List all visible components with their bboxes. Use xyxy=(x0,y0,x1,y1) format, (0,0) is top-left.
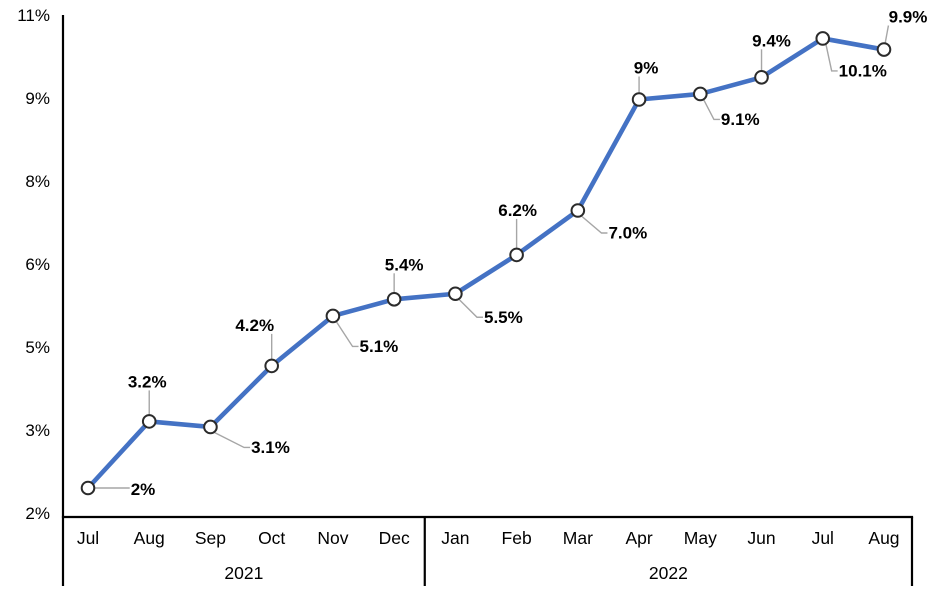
data-point-marker xyxy=(815,31,831,46)
data-point-label: 6.2% xyxy=(498,201,537,220)
data-label-layer: 2% 3.2% 3.1% 4.2% 5.1% 5.4% 5.5% 6.2% 7.0% 9% 9.1%… xyxy=(128,8,928,499)
label-leader-line xyxy=(702,98,720,121)
y-axis-tick-label: 2% xyxy=(25,504,50,523)
data-point-marker xyxy=(264,358,279,374)
x-axis-month-label: Dec xyxy=(379,528,410,548)
data-point-label: 9.9% xyxy=(889,8,928,27)
label-leader-line xyxy=(884,25,890,45)
data-point-marker xyxy=(80,480,96,496)
data-point-label: 5.4% xyxy=(385,255,424,274)
data-point-label: 3.1% xyxy=(251,438,290,457)
data-point-marker xyxy=(570,203,586,218)
label-leader-line xyxy=(825,43,838,72)
x-axis-month-label: Nov xyxy=(317,528,348,548)
x-axis-month-label: Mar xyxy=(563,528,593,548)
data-point-marker xyxy=(876,42,892,57)
data-point-label: 4.2% xyxy=(235,316,274,335)
x-axis-month-label: Feb xyxy=(502,528,532,548)
x-axis-month-label: Aug xyxy=(868,528,899,548)
axis-layer: 11% 9% 8% 6% 5% 3% 2% Jul Aug Sep Oct Nov Dec Jan Feb M… xyxy=(17,6,914,586)
series-line xyxy=(85,36,887,491)
data-point-label: 10.1% xyxy=(839,61,887,80)
data-point-marker xyxy=(693,86,708,102)
x-axis-month-label: Jan xyxy=(441,528,469,548)
data-point-label: 2% xyxy=(131,480,156,499)
data-point-label: 5.5% xyxy=(484,308,523,327)
data-point-label: 7.0% xyxy=(608,224,647,243)
data-point-marker xyxy=(203,419,218,435)
x-axis-month-label: Sep xyxy=(195,528,226,548)
x-axis-year-label: 2021 xyxy=(224,563,263,583)
data-point-marker xyxy=(448,286,463,302)
x-axis-month-label: Jul xyxy=(77,528,99,548)
data-point-marker xyxy=(325,308,341,324)
series-layer xyxy=(85,36,887,491)
data-point-label: 3.2% xyxy=(128,372,167,391)
marker-layer xyxy=(80,31,892,496)
y-axis-tick-label: 3% xyxy=(25,421,50,440)
label-leader-line xyxy=(457,298,484,318)
data-point-label: 9.4% xyxy=(752,31,791,50)
x-axis-month-label: Aug xyxy=(134,528,165,548)
label-leader-line xyxy=(213,431,251,449)
x-axis-month-label: Jun xyxy=(747,528,775,548)
y-axis-tick-label: 5% xyxy=(25,338,50,357)
y-axis-tick-label: 6% xyxy=(25,255,50,274)
data-point-marker xyxy=(631,92,647,107)
label-leader-line xyxy=(580,214,608,234)
x-axis-year-label: 2022 xyxy=(649,563,688,583)
label-leader-line xyxy=(335,320,359,348)
data-point-marker xyxy=(509,247,524,263)
data-point-label: 9.1% xyxy=(721,110,760,129)
y-axis-tick-label: 11% xyxy=(17,6,50,25)
data-point-marker xyxy=(386,292,402,307)
x-axis-month-label: May xyxy=(684,528,717,548)
data-point-marker xyxy=(141,414,157,429)
y-axis-tick-label: 8% xyxy=(25,172,50,191)
x-axis-month-label: Oct xyxy=(258,528,285,548)
data-point-label: 5.1% xyxy=(360,337,399,356)
y-axis-tick-label: 9% xyxy=(25,89,50,108)
data-point-label: 9% xyxy=(634,59,659,78)
data-point-marker xyxy=(754,70,769,85)
x-axis-month-label: Jul xyxy=(812,528,834,548)
leader-line-layer xyxy=(93,25,890,489)
x-axis-month-label: Apr xyxy=(625,528,652,548)
